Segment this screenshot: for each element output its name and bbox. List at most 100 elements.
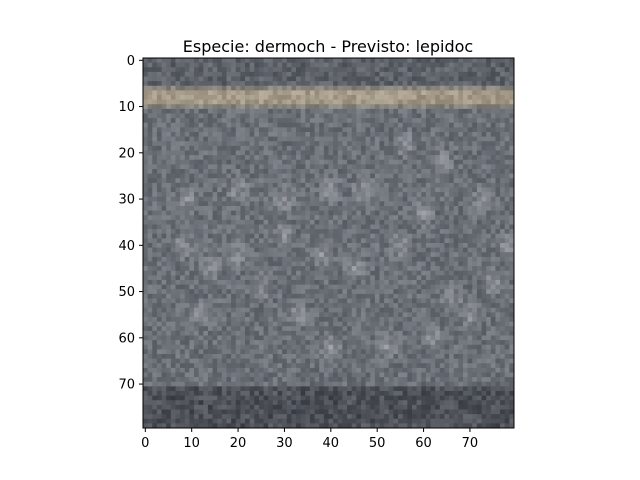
image-pixel (328, 335, 334, 341)
image-pixel (509, 247, 514, 253)
image-pixel (231, 284, 237, 290)
image-pixel (305, 150, 311, 156)
image-pixel (309, 340, 316, 346)
image-pixel (143, 95, 149, 101)
image-pixel (481, 326, 487, 332)
image-pixel (305, 118, 311, 124)
image-pixel (212, 182, 218, 189)
image-pixel (333, 58, 339, 64)
image-pixel (170, 118, 177, 124)
image-pixel (309, 118, 316, 124)
image-pixel (347, 164, 353, 170)
image-pixel (379, 196, 385, 202)
image-pixel (263, 178, 269, 184)
image-pixel (342, 247, 348, 253)
image-pixel (416, 81, 422, 87)
image-pixel (379, 247, 385, 253)
image-pixel (444, 118, 450, 124)
image-pixel (347, 81, 353, 87)
image-pixel (268, 344, 274, 350)
image-pixel (258, 99, 265, 105)
image-pixel (402, 136, 408, 142)
image-pixel (212, 270, 218, 276)
image-pixel (203, 58, 209, 64)
image-pixel (189, 215, 195, 221)
image-pixel (184, 210, 190, 216)
image-pixel (277, 289, 283, 295)
image-pixel (175, 187, 181, 193)
image-pixel (435, 169, 441, 175)
image-pixel (462, 326, 469, 332)
image-pixel (212, 192, 218, 198)
image-pixel (212, 293, 218, 300)
image-pixel (504, 280, 510, 286)
image-pixel (319, 284, 325, 290)
image-pixel (198, 307, 204, 313)
image-pixel (360, 192, 367, 198)
image-pixel (296, 76, 302, 82)
image-pixel (444, 132, 450, 138)
image-pixel (272, 173, 279, 179)
image-pixel (180, 206, 186, 212)
image-pixel (282, 215, 288, 221)
image-pixel (425, 256, 432, 263)
image-pixel (198, 192, 204, 198)
image-pixel (388, 118, 395, 124)
image-pixel (305, 224, 311, 230)
image-pixel (462, 219, 469, 226)
image-pixel (268, 275, 274, 281)
image-pixel (309, 173, 316, 179)
image-pixel (472, 215, 478, 221)
image-pixel (360, 330, 367, 337)
image-pixel (365, 71, 371, 78)
image-pixel (449, 85, 455, 91)
image-pixel (356, 58, 362, 64)
image-pixel (305, 90, 311, 96)
image-pixel (272, 206, 279, 212)
image-pixel (407, 298, 413, 304)
image-pixel (398, 76, 404, 82)
image-pixel (268, 99, 274, 105)
image-pixel (277, 164, 283, 170)
image-pixel (379, 266, 385, 272)
image-pixel (203, 118, 209, 124)
image-pixel (462, 224, 469, 230)
image-pixel (161, 293, 167, 300)
image-pixel (333, 229, 339, 235)
image-pixel (360, 141, 367, 147)
image-pixel (360, 215, 367, 221)
image-pixel (467, 85, 473, 91)
image-pixel (462, 298, 469, 304)
image-pixel (374, 76, 381, 82)
image-pixel (476, 132, 483, 138)
image-pixel (347, 99, 353, 105)
image-pixel (217, 266, 223, 272)
image-pixel (166, 67, 172, 73)
image-pixel (351, 210, 357, 216)
image-pixel (342, 164, 348, 170)
image-pixel (333, 238, 339, 244)
image-pixel (249, 169, 255, 175)
image-pixel (467, 145, 473, 152)
image-pixel (300, 76, 306, 82)
image-pixel (384, 247, 390, 253)
image-pixel (207, 150, 214, 156)
image-pixel (152, 164, 158, 170)
image-pixel (147, 298, 153, 304)
image-pixel (458, 284, 464, 290)
image-pixel (472, 173, 478, 179)
image-pixel (490, 85, 497, 91)
image-pixel (240, 344, 246, 350)
image-pixel (384, 303, 390, 309)
image-pixel (416, 136, 422, 142)
image-pixel (212, 317, 218, 323)
image-pixel (481, 289, 487, 295)
image-pixel (300, 182, 306, 189)
image-pixel (272, 76, 279, 82)
image-pixel (472, 192, 478, 198)
image-pixel (323, 127, 330, 133)
image-pixel (333, 118, 339, 124)
image-pixel (393, 99, 399, 105)
image-pixel (439, 201, 446, 207)
image-pixel (509, 104, 514, 110)
